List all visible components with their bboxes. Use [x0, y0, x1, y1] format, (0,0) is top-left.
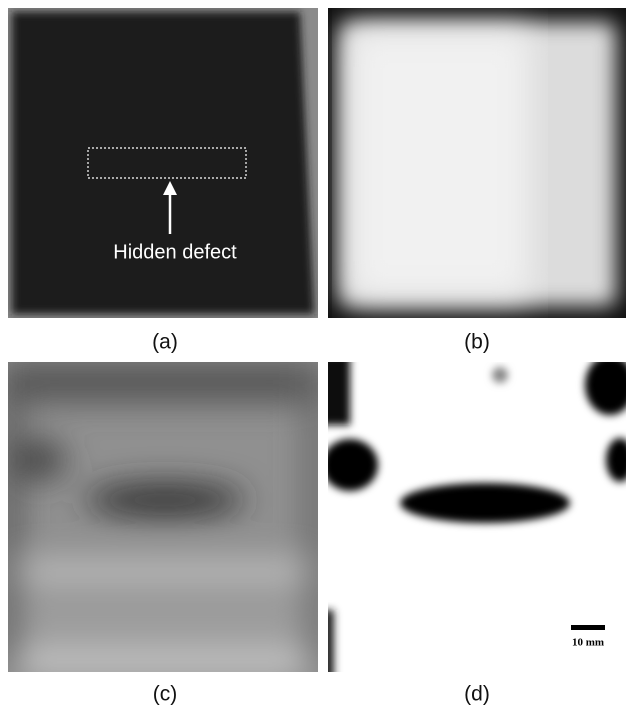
panel-label: (a)	[152, 331, 178, 354]
panel-label: (d)	[464, 683, 490, 706]
panel-label: (c)	[153, 683, 178, 706]
figure: Hidden defect (a) (b) (c)	[0, 0, 632, 710]
panel-label: (b)	[464, 331, 490, 354]
panel-a-image: Hidden defect	[8, 8, 318, 318]
annotation: Hidden defect	[113, 241, 237, 263]
panel-d-image: 10 mm	[320, 355, 632, 680]
scale-bar	[571, 625, 605, 630]
panel-b-image	[328, 8, 626, 318]
panel-c-image	[0, 362, 330, 672]
scale-label: 10 mm	[572, 637, 604, 649]
